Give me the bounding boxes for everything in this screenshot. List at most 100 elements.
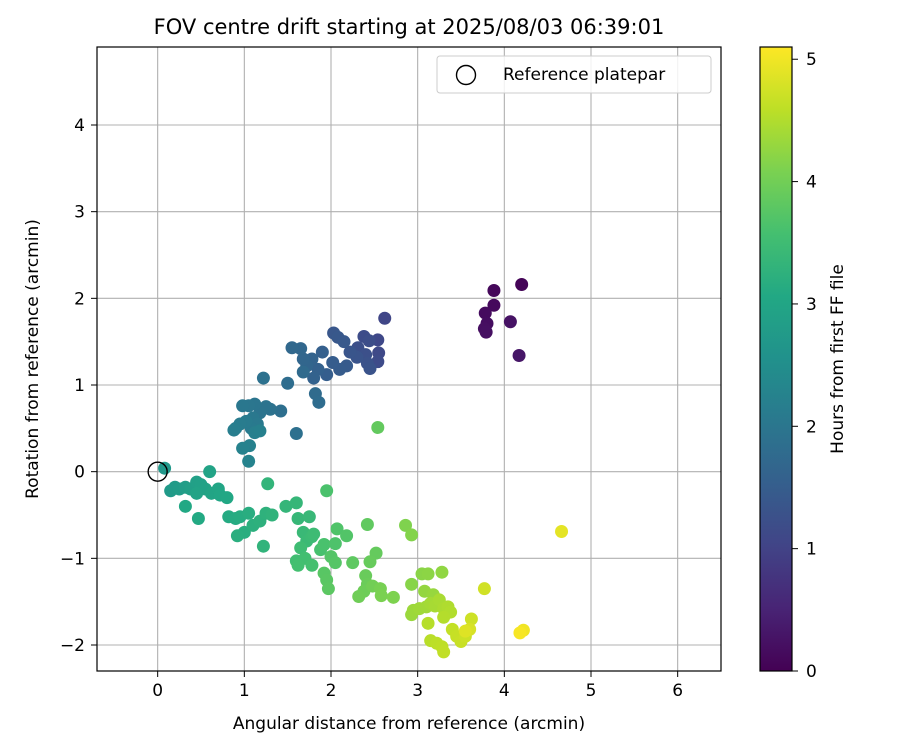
data-points xyxy=(158,277,569,659)
data-point xyxy=(328,556,342,570)
data-point xyxy=(437,610,451,624)
data-point xyxy=(281,376,295,390)
data-point xyxy=(405,528,419,542)
data-point xyxy=(315,345,329,359)
y-tick-label: 2 xyxy=(74,289,85,309)
grid-lines xyxy=(97,47,721,671)
data-point xyxy=(230,529,244,543)
data-point xyxy=(190,486,204,500)
x-tick-label: 3 xyxy=(412,681,423,701)
x-tick-label: 6 xyxy=(672,681,683,701)
data-point xyxy=(307,527,321,541)
legend-marker-reference xyxy=(455,64,477,86)
data-point xyxy=(513,626,527,640)
data-point xyxy=(435,565,449,579)
colorbar-ticks: 0 1 2 3 4 5 xyxy=(792,50,817,682)
x-tick-label: 2 xyxy=(326,681,337,701)
y-tick-label: 3 xyxy=(74,203,85,223)
plot-frame xyxy=(96,46,722,672)
plot-area: 0 1 2 3 4 5 6 −2 −1 0 1 2 3 4 xyxy=(60,46,722,701)
data-point xyxy=(289,427,303,441)
data-point xyxy=(253,424,267,438)
data-point xyxy=(503,315,517,329)
data-point xyxy=(337,335,351,349)
y-tick-label: 0 xyxy=(74,463,85,483)
data-point xyxy=(265,508,279,522)
data-point xyxy=(236,399,250,413)
colorbar-tick-label: 0 xyxy=(806,662,817,682)
data-point xyxy=(307,371,321,385)
data-point xyxy=(371,420,385,434)
x-tick-label: 5 xyxy=(586,681,597,701)
data-point xyxy=(512,349,526,363)
x-tick-label: 1 xyxy=(239,681,250,701)
data-point xyxy=(261,477,275,491)
data-point xyxy=(236,441,250,455)
data-point xyxy=(386,590,400,604)
data-point xyxy=(321,582,335,596)
colorbar: 0 1 2 3 4 5 Hours from first FF file xyxy=(759,46,848,682)
data-point xyxy=(515,277,529,291)
legend: Reference platepar xyxy=(436,55,712,94)
data-point xyxy=(352,589,366,603)
y-tick-label: −2 xyxy=(60,636,85,656)
data-point xyxy=(340,529,354,543)
x-axis-ticks: 0 1 2 3 4 5 6 xyxy=(152,671,683,701)
chart-title: FOV centre drift starting at 2025/08/03 … xyxy=(154,15,665,39)
data-point xyxy=(479,325,493,339)
colorbar-tick-label: 1 xyxy=(806,540,817,560)
data-point xyxy=(374,589,388,603)
data-point xyxy=(363,555,377,569)
y-tick-label: 1 xyxy=(74,376,85,396)
data-point xyxy=(296,352,310,366)
y-tick-label: −1 xyxy=(60,549,85,569)
data-point xyxy=(279,499,293,513)
data-point xyxy=(362,334,376,348)
data-point xyxy=(399,518,413,532)
data-point xyxy=(242,454,256,468)
data-point xyxy=(312,395,326,409)
data-point xyxy=(487,284,501,298)
data-point xyxy=(289,496,303,510)
data-point xyxy=(178,499,192,513)
data-point xyxy=(191,511,205,525)
data-point xyxy=(458,624,472,638)
colorbar-tick-label: 3 xyxy=(806,295,817,315)
data-point xyxy=(421,616,435,630)
data-point xyxy=(285,341,299,355)
data-point xyxy=(317,537,331,551)
data-point xyxy=(291,558,305,572)
data-point xyxy=(320,484,334,498)
colorbar-tick-label: 2 xyxy=(806,417,817,437)
y-axis-ticks: −2 −1 0 1 2 3 4 xyxy=(60,116,97,656)
reference-platepar-marker xyxy=(147,461,168,482)
y-tick-label: 4 xyxy=(74,116,85,136)
data-point xyxy=(302,510,316,524)
data-point xyxy=(360,518,374,532)
x-tick-label: 0 xyxy=(152,681,163,701)
colorbar-tick-label: 5 xyxy=(806,50,817,70)
data-point xyxy=(227,423,241,437)
colorbar-gradient xyxy=(759,46,793,672)
data-point xyxy=(555,524,569,538)
data-point xyxy=(256,539,270,553)
data-point xyxy=(363,362,377,376)
data-point xyxy=(296,365,310,379)
data-point xyxy=(256,371,270,385)
data-point xyxy=(464,612,478,626)
reference-marker xyxy=(147,461,168,482)
data-point xyxy=(343,345,357,359)
data-point xyxy=(477,582,491,596)
data-point xyxy=(242,506,256,520)
data-point xyxy=(487,298,501,312)
data-point xyxy=(328,537,342,551)
legend-label-reference: Reference platepar xyxy=(503,65,665,85)
data-point xyxy=(346,556,360,570)
colorbar-label: Hours from first FF file xyxy=(828,264,848,454)
data-point xyxy=(203,465,217,479)
data-point xyxy=(220,491,234,505)
colorbar-tick-label: 4 xyxy=(806,173,817,193)
data-point xyxy=(158,461,172,475)
data-point xyxy=(326,355,340,369)
